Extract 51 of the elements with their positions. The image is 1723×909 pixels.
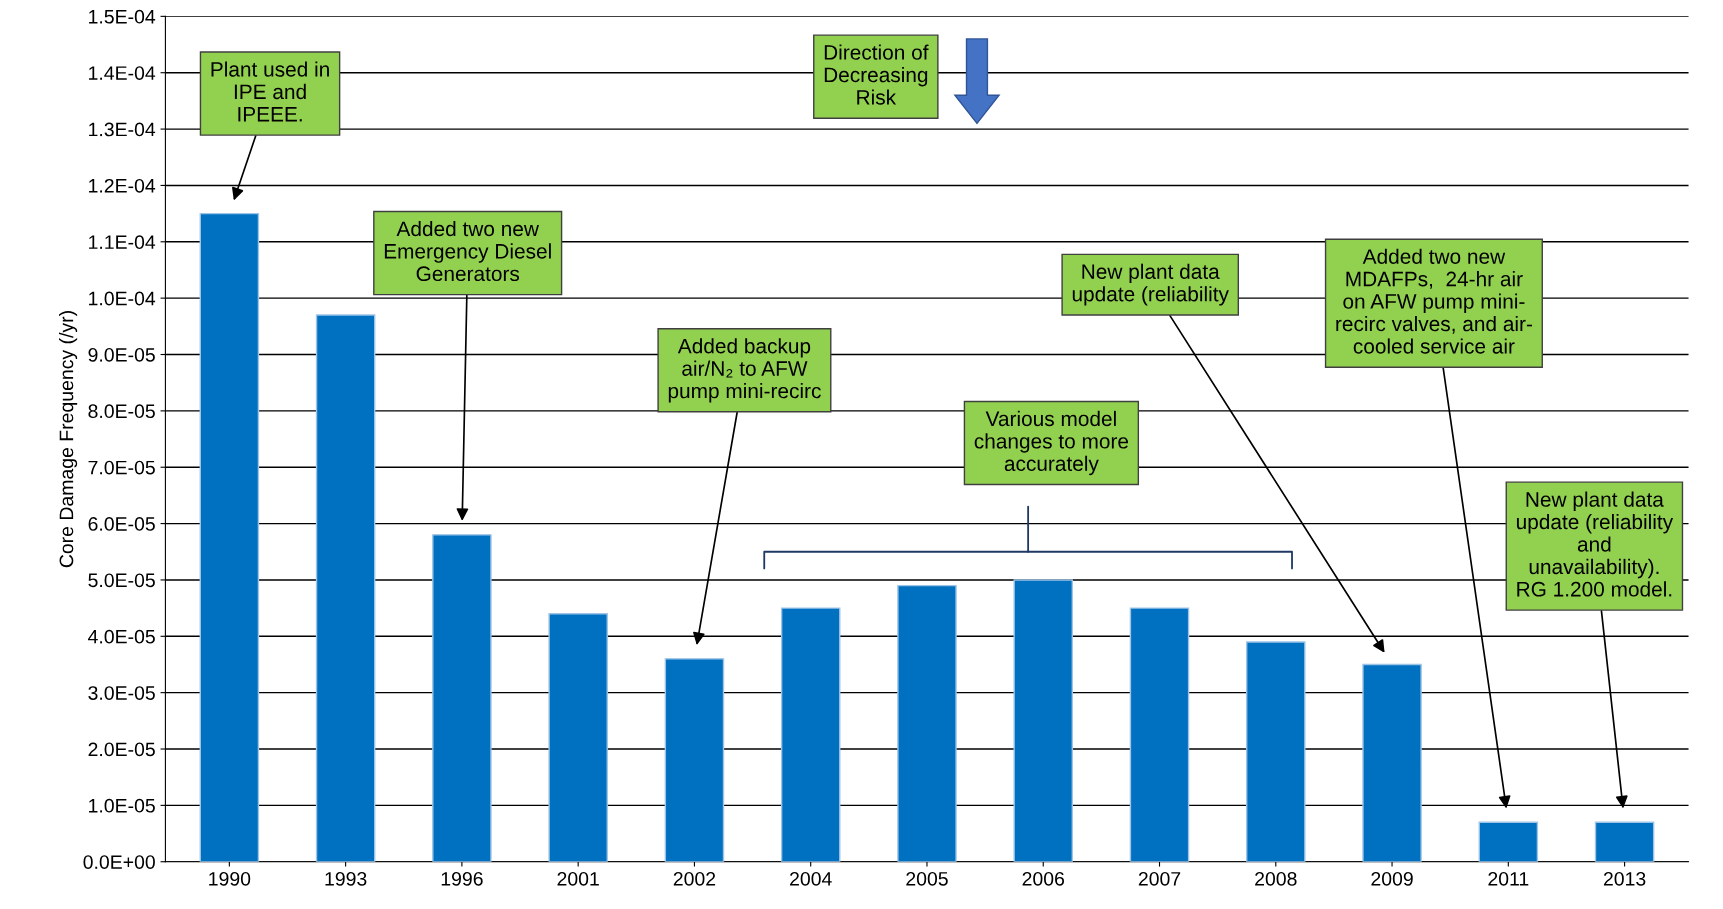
x-tick-label: 1990: [209, 871, 251, 886]
bar: [1129, 607, 1190, 862]
x-tick-label: 2006: [1022, 871, 1065, 886]
annotation: Added backup air/N₂ to AFW pump mini-recirc: [668, 338, 821, 403]
x-tick-label: 2009: [1371, 871, 1413, 886]
x-tick-label: 2001: [557, 871, 599, 886]
bar: [315, 314, 376, 862]
y-tick-label: 4.0E-05: [88, 629, 155, 644]
bar: [1594, 821, 1655, 862]
bar: [548, 613, 608, 862]
y-axis-title: Core Damage Frequency (/yr): [59, 311, 78, 568]
x-tick-label: 2004: [790, 871, 832, 886]
annotation: Added two new MDAFPs, 24-hr air on AFW pump mini- recirc valves, and air- cooled service air: [1336, 248, 1532, 354]
annotation: Added two new Emergency Diesel Generators: [384, 220, 551, 282]
y-tick-label: 3.0E-05: [88, 686, 155, 700]
annotation: New plant data update (reliability: [1072, 263, 1229, 306]
y-tick-label: 9.0E-05: [88, 347, 155, 362]
bar: [199, 212, 260, 862]
x-tick-label: 2011: [1488, 871, 1529, 886]
bar: [780, 607, 841, 862]
bar: [432, 534, 492, 862]
y-tick-label: 1.0E-04: [89, 291, 156, 306]
y-tick-label: 1.0E-05: [89, 798, 155, 813]
bar: [664, 658, 725, 862]
y-tick-label: 1.2E-04: [89, 178, 156, 193]
y-tick-label: 6.0E-05: [88, 517, 155, 531]
x-tick-label: 2008: [1255, 871, 1297, 886]
x-tick-label: 2005: [906, 871, 948, 886]
y-tick-label: 1.1E-04: [89, 235, 156, 250]
bar: [1013, 579, 1074, 862]
y-tick-label: 1.3E-04: [89, 122, 156, 137]
bar: [1246, 641, 1306, 862]
y-tick-label: 8.0E-05: [88, 404, 155, 419]
bar: [1362, 663, 1422, 862]
y-tick-label: 5.0E-05: [88, 573, 155, 588]
annotation: Direction of Decreasing Risk: [824, 44, 929, 105]
x-tick-label: 1993: [325, 871, 367, 886]
y-tick-label: 7.0E-05: [88, 460, 155, 475]
annotation: New plant data update (reliability and unavailability). RG 1.200 model.: [1516, 491, 1674, 597]
annotation: Various model changes to more accurately: [974, 410, 1129, 476]
y-tick-label: 1.4E-04: [89, 66, 156, 80]
y-tick-label: 0.0E+00: [83, 855, 155, 869]
x-tick-label: 1996: [441, 871, 483, 886]
x-tick-label: 2013: [1603, 871, 1646, 886]
y-tick-label: 1.5E-04: [89, 9, 156, 24]
x-tick-label: 2007: [1138, 871, 1181, 886]
annotation: Plant used in IPE and IPEEE.: [211, 61, 329, 122]
y-tick-label: 2.0E-05: [88, 742, 155, 757]
bar: [1478, 821, 1539, 862]
bar: [897, 584, 957, 862]
x-tick-label: 2002: [673, 871, 716, 886]
